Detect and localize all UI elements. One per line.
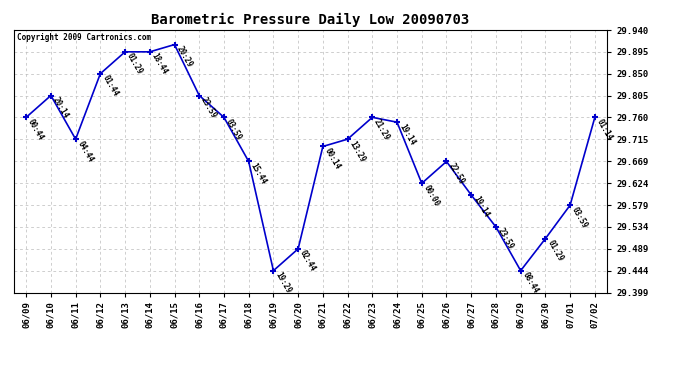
Text: 01:29: 01:29 xyxy=(545,238,564,263)
Text: Copyright 2009 Cartronics.com: Copyright 2009 Cartronics.com xyxy=(17,33,151,42)
Text: 22:59: 22:59 xyxy=(446,162,466,186)
Text: 03:59: 03:59 xyxy=(224,117,244,142)
Text: 00:00: 00:00 xyxy=(422,183,441,208)
Text: 20:14: 20:14 xyxy=(51,96,70,120)
Text: 23:59: 23:59 xyxy=(199,96,219,120)
Text: 23:59: 23:59 xyxy=(496,227,515,252)
Text: 21:29: 21:29 xyxy=(373,117,392,142)
Text: 02:44: 02:44 xyxy=(298,249,317,273)
Text: 03:59: 03:59 xyxy=(570,205,589,230)
Text: 01:29: 01:29 xyxy=(125,52,144,76)
Text: 19:14: 19:14 xyxy=(471,195,491,219)
Text: 01:44: 01:44 xyxy=(100,74,119,98)
Text: 18:44: 18:44 xyxy=(150,52,169,76)
Text: 15:44: 15:44 xyxy=(248,162,268,186)
Text: 13:29: 13:29 xyxy=(348,139,367,164)
Text: 19:14: 19:14 xyxy=(397,122,416,147)
Text: 00:14: 00:14 xyxy=(323,147,342,171)
Text: 19:29: 19:29 xyxy=(273,271,293,295)
Text: 08:44: 08:44 xyxy=(521,271,540,295)
Text: 01:14: 01:14 xyxy=(595,117,614,142)
Text: 20:29: 20:29 xyxy=(175,45,194,69)
Title: Barometric Pressure Daily Low 20090703: Barometric Pressure Daily Low 20090703 xyxy=(151,13,470,27)
Text: 04:44: 04:44 xyxy=(76,139,95,164)
Text: 00:44: 00:44 xyxy=(26,117,46,142)
